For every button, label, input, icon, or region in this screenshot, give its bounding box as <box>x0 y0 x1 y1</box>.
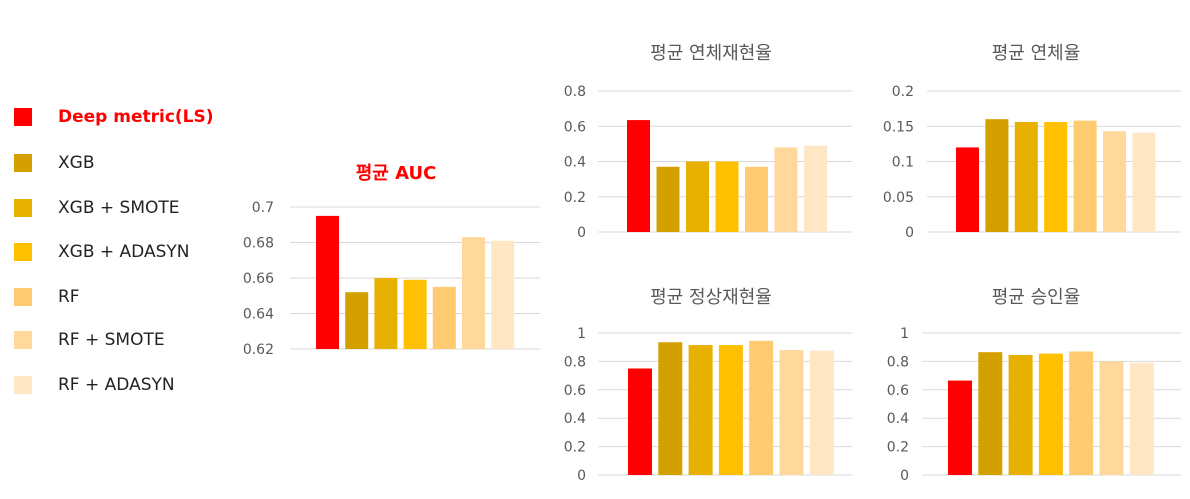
y-tick-label: 0.4 <box>887 411 909 427</box>
bar-5 <box>745 167 768 232</box>
chart-title: 평균 정상재현율 <box>650 287 772 308</box>
y-tick-label: 1 <box>900 326 909 342</box>
bar-4 <box>1039 354 1063 475</box>
bar-1 <box>627 120 650 232</box>
bar-2 <box>658 342 682 475</box>
chart-title: 평균 승인율 <box>992 287 1081 308</box>
y-tick-label: 0.8 <box>564 354 586 370</box>
bar-2 <box>657 167 680 232</box>
bar-5 <box>433 287 456 349</box>
chart-title: 평균 연체재현율 <box>650 43 772 64</box>
bar-3 <box>689 345 713 475</box>
y-tick-label: 0.2 <box>564 440 586 456</box>
chart-title: 평균 연체율 <box>992 43 1081 64</box>
bar-7 <box>491 241 514 349</box>
y-tick-label: 0.2 <box>887 440 909 456</box>
y-tick-label: 0 <box>577 468 586 484</box>
y-tick-label: 0.7 <box>252 200 274 216</box>
bar-3 <box>1015 122 1038 232</box>
bar-7 <box>1130 363 1154 475</box>
bar-7 <box>810 351 834 475</box>
y-tick-label: 0.6 <box>564 119 586 135</box>
bar-4 <box>716 162 739 233</box>
bar-6 <box>780 350 804 475</box>
bar-6 <box>462 237 485 349</box>
y-tick-label: 0.15 <box>883 119 914 135</box>
y-tick-label: 0.8 <box>564 84 586 100</box>
bar-1 <box>316 216 339 349</box>
bar-5 <box>1069 351 1093 475</box>
y-tick-label: 0.4 <box>564 155 586 171</box>
bar-1 <box>628 369 652 476</box>
chart-5: 0 0.2 0.4 0.6 0.8 1 평균 승인율 <box>887 287 1181 484</box>
bar-2 <box>985 119 1008 232</box>
y-tick-label: 0.62 <box>243 342 274 358</box>
chart-4: 0 0.2 0.4 0.6 0.8 1 평균 정상재현율 <box>564 287 852 484</box>
y-tick-label: 0 <box>900 468 909 484</box>
bar-6 <box>1100 361 1124 475</box>
bar-6 <box>775 147 798 232</box>
y-tick-label: 0.1 <box>892 155 914 171</box>
bar-6 <box>1103 131 1126 232</box>
y-tick-label: 0.64 <box>243 307 274 323</box>
y-tick-label: 0.8 <box>887 354 909 370</box>
chart-2: 0 0.2 0.4 0.6 0.8 평균 연체재현율 <box>564 43 852 241</box>
y-tick-label: 0.2 <box>564 190 586 206</box>
y-tick-label: 0.66 <box>243 271 274 287</box>
bar-5 <box>749 341 773 475</box>
y-tick-label: 0.05 <box>883 190 914 206</box>
bar-1 <box>948 381 972 475</box>
bar-4 <box>719 345 743 475</box>
chart-title: 평균 AUC <box>356 163 437 184</box>
chart-3: 0 0.05 0.1 0.15 0.2 평균 연체율 <box>883 43 1181 241</box>
y-tick-label: 0.2 <box>892 84 914 100</box>
bar-4 <box>404 280 427 349</box>
y-tick-label: 1 <box>577 326 586 342</box>
bar-2 <box>345 292 368 349</box>
bar-5 <box>1074 121 1097 232</box>
bar-3 <box>1009 355 1033 475</box>
chart-1: 0.62 0.64 0.66 0.68 0.7 평균 AUC <box>243 163 540 358</box>
bar-4 <box>1044 122 1067 232</box>
y-tick-label: 0 <box>577 225 586 241</box>
y-tick-label: 0.6 <box>887 383 909 399</box>
bar-3 <box>374 278 397 349</box>
y-tick-label: 0.4 <box>564 411 586 427</box>
bar-7 <box>1132 133 1155 232</box>
bar-2 <box>978 352 1002 475</box>
y-tick-label: 0.68 <box>243 236 274 252</box>
bar-3 <box>686 162 709 233</box>
bar-7 <box>804 146 827 232</box>
y-tick-label: 0.6 <box>564 383 586 399</box>
y-tick-label: 0 <box>905 225 914 241</box>
bar-1 <box>956 147 979 232</box>
